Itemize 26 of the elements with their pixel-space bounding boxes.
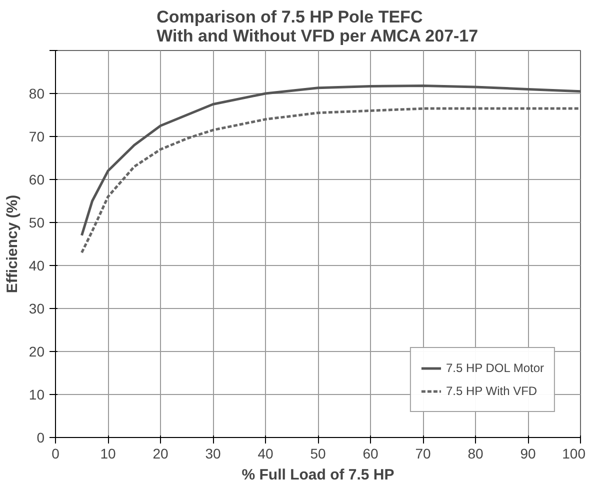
x-tick-label: 70 — [415, 446, 431, 462]
y-tick-label: 0 — [36, 430, 45, 446]
x-tick-label: 40 — [258, 446, 274, 462]
y-tick-label: 60 — [28, 172, 45, 188]
y-tick-label: 80 — [28, 86, 45, 102]
chart-title: Comparison of 7.5 HP Pole TEFC With and Without VFD per AMCA 207-17 — [156, 8, 478, 46]
x-tick-label: 10 — [100, 446, 116, 462]
legend-label: 7.5 HP With VFD — [446, 384, 538, 398]
y-tick-label: 30 — [28, 300, 45, 316]
y-tick-label: 50 — [28, 214, 45, 230]
x-tick-label: 20 — [152, 446, 168, 462]
x-tick-label: 90 — [520, 446, 536, 462]
x-axis-title: % Full Load of 7.5 HP — [242, 466, 394, 484]
y-axis-title: Efficiency (%) — [4, 194, 21, 294]
line-series — [80, 84, 580, 237]
y-tick-label: 10 — [28, 386, 45, 402]
x-tick-label: 60 — [362, 446, 378, 462]
x-tick-label: 50 — [310, 446, 326, 462]
y-tick-label: 40 — [28, 258, 45, 274]
x-tick-label: 80 — [468, 446, 484, 462]
y-tick-label: 70 — [28, 128, 45, 144]
legend-label: 7.5 HP DOL Motor — [446, 361, 544, 375]
x-tick-label: 30 — [205, 446, 221, 462]
x-tick-label: 0 — [52, 446, 60, 462]
y-tick-label: 20 — [28, 344, 45, 360]
x-tick-label: 100 — [562, 446, 586, 462]
